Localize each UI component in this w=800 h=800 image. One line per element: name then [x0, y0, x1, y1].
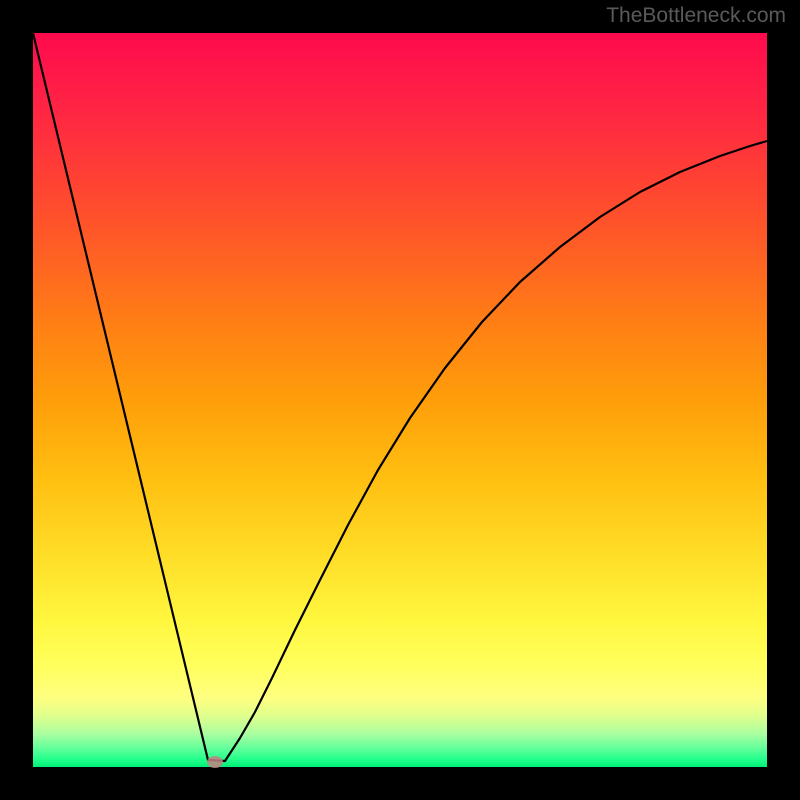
minimum-marker	[207, 756, 223, 768]
plot-background	[33, 33, 767, 767]
chart-canvas: TheBottleneck.com	[0, 0, 800, 800]
chart-svg	[0, 0, 800, 800]
watermark-text: TheBottleneck.com	[606, 4, 786, 28]
